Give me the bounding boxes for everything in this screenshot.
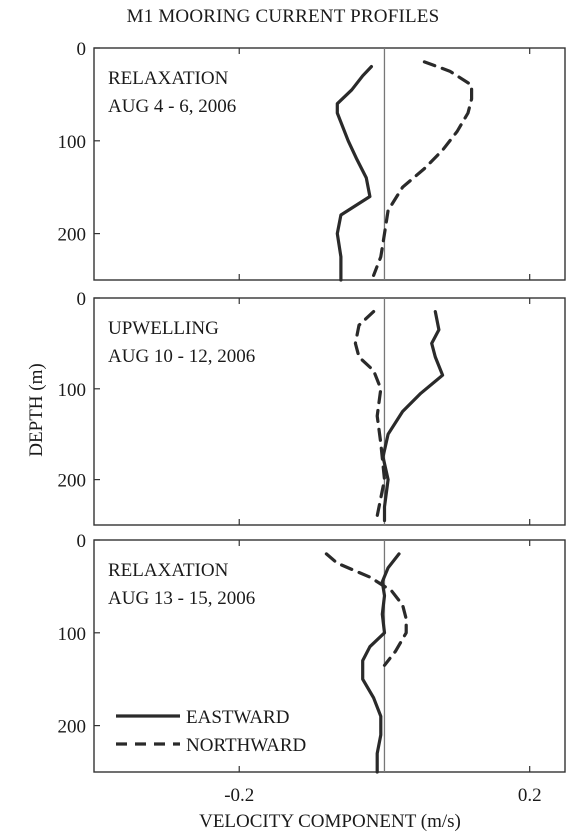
panel-1 bbox=[93, 47, 566, 282]
panel-label: AUG 10 - 12, 2006 bbox=[108, 346, 255, 367]
panel-frame bbox=[93, 539, 566, 773]
panel-label: UPWELLING bbox=[108, 318, 219, 339]
panel-label: RELAXATION bbox=[108, 560, 229, 581]
y-tick-label: 0 bbox=[77, 289, 87, 310]
y-tick-label: 200 bbox=[58, 717, 87, 738]
legend-label-northward: NORTHWARD bbox=[186, 735, 306, 756]
panel-frame bbox=[93, 297, 566, 526]
series-northward bbox=[324, 552, 408, 667]
panel-2 bbox=[93, 297, 566, 526]
y-tick-label: 100 bbox=[58, 624, 87, 645]
y-tick-label: 0 bbox=[77, 531, 87, 552]
panel-label: AUG 4 - 6, 2006 bbox=[108, 96, 236, 117]
chart-title: M1 MOORING CURRENT PROFILES bbox=[126, 6, 440, 27]
y-tick-label: 0 bbox=[77, 39, 87, 60]
panel-label: AUG 13 - 15, 2006 bbox=[108, 588, 255, 609]
panel-label: RELAXATION bbox=[108, 68, 229, 89]
series-northward bbox=[353, 310, 387, 518]
y-axis-label: DEPTH (m) bbox=[26, 363, 47, 456]
y-tick-label: 100 bbox=[58, 380, 87, 401]
x-tick-label: -0.2 bbox=[224, 785, 254, 806]
y-tick-label: 200 bbox=[58, 225, 87, 246]
series-northward bbox=[372, 60, 474, 277]
series-eastward bbox=[335, 64, 373, 282]
panel-frame bbox=[93, 47, 566, 281]
y-tick-label: 200 bbox=[58, 471, 87, 492]
y-tick-label: 100 bbox=[58, 132, 87, 153]
x-tick-label: 0.2 bbox=[518, 785, 542, 806]
series-eastward bbox=[361, 552, 401, 774]
panel-3 bbox=[93, 539, 566, 774]
legend-label-eastward: EASTWARD bbox=[186, 707, 289, 728]
x-axis-label: VELOCITY COMPONENT (m/s) bbox=[199, 811, 461, 832]
series-eastward bbox=[381, 310, 445, 523]
